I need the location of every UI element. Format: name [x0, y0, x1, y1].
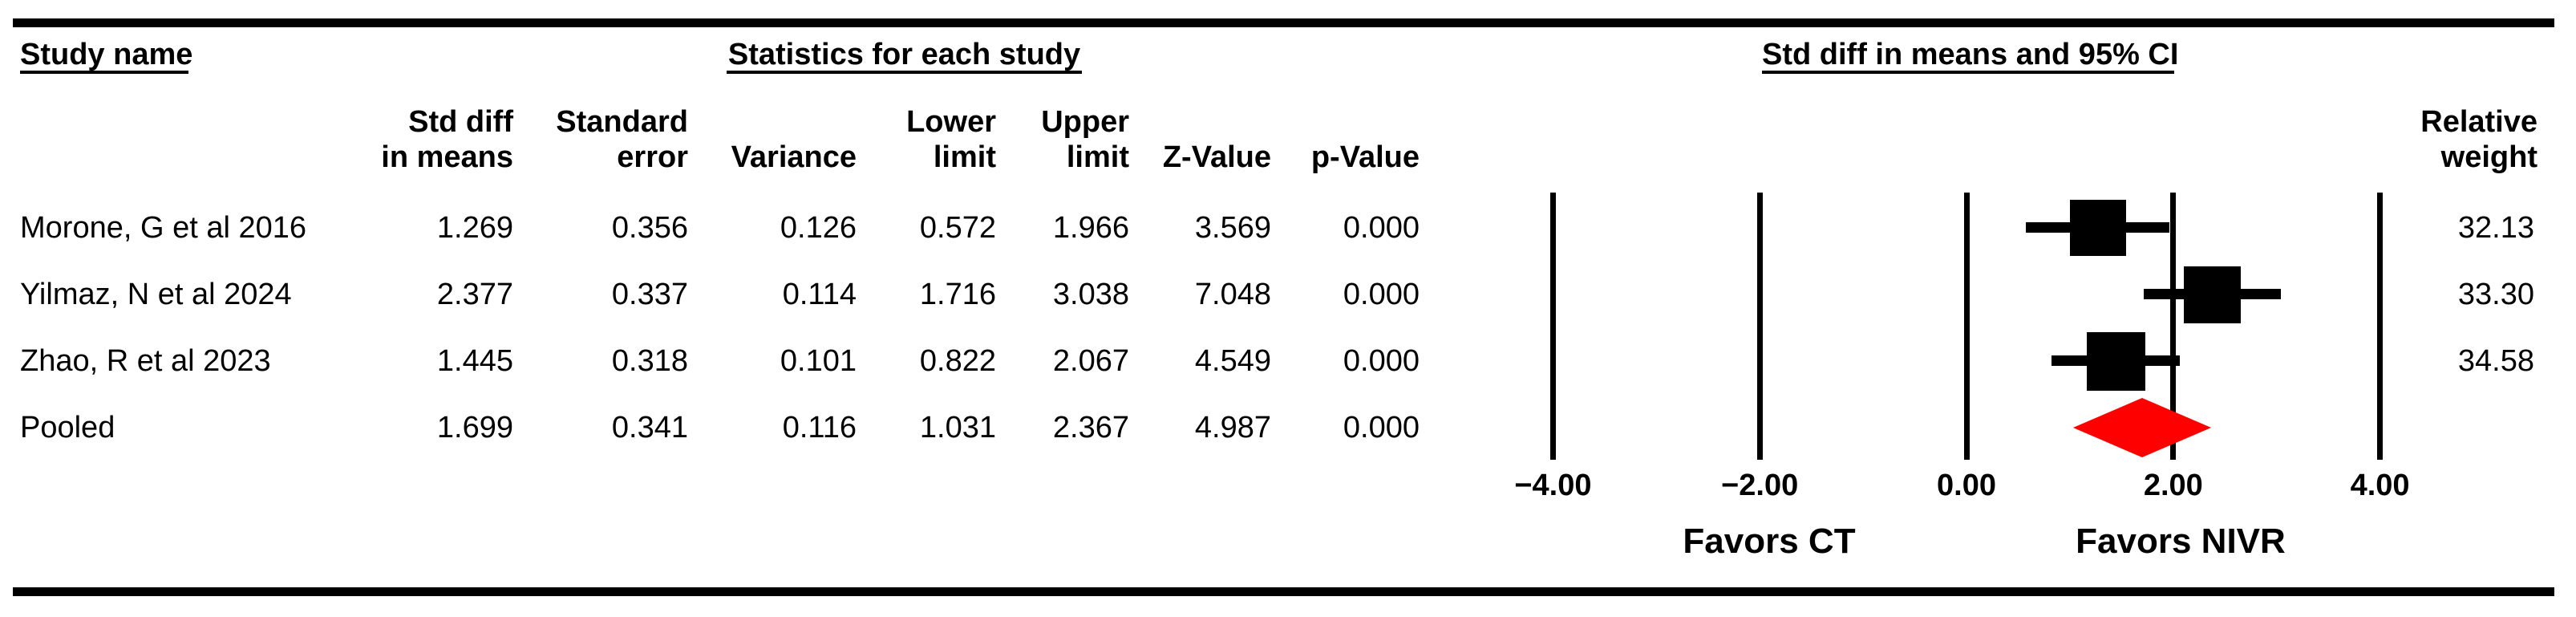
- col-header-lower: Lower limit: [906, 105, 996, 174]
- z-cell: 7.048: [1194, 278, 1271, 311]
- z-cell: 3.569: [1194, 211, 1271, 245]
- std_diff-cell: 1.445: [436, 344, 513, 378]
- lower-cell: 1.716: [919, 278, 996, 311]
- bottom-rule: [13, 587, 2554, 596]
- axis-tick-label: 2.00: [2143, 469, 2203, 502]
- col-header-z: Z-Value: [1162, 140, 1271, 174]
- weight-cell: 33.30: [2457, 278, 2534, 311]
- axis-gridline: [2170, 193, 2177, 460]
- col-header-variance: Variance: [731, 140, 857, 174]
- z-cell: 4.549: [1194, 344, 1271, 378]
- col-header-std-err: Standard error: [556, 105, 688, 174]
- study-name-cell: Zhao, R et al 2023: [20, 344, 271, 378]
- favors-left-label: Favors CT: [1683, 522, 1856, 561]
- axis-tick-label: −4.00: [1514, 469, 1592, 502]
- axis-gridline: [1756, 193, 1763, 460]
- weight-cell: 32.13: [2457, 211, 2534, 245]
- std_diff-cell: 2.377: [436, 278, 513, 311]
- col-header-weight: Relative weight: [2420, 105, 2538, 174]
- variance-cell: 0.114: [782, 278, 857, 311]
- upper-cell: 1.966: [1052, 211, 1129, 245]
- favors-right-label: Favors NIVR: [2076, 522, 2286, 561]
- col-header-p: p-Value: [1310, 140, 1420, 174]
- std_err-cell: 0.356: [611, 211, 688, 245]
- axis-tick-label: −2.00: [1721, 469, 1799, 502]
- variance-cell: 0.101: [780, 344, 857, 378]
- lower-cell: 0.572: [919, 211, 996, 245]
- upper-cell: 3.038: [1052, 278, 1129, 311]
- variance-cell: 0.126: [780, 211, 857, 245]
- p-cell: 0.000: [1343, 211, 1420, 245]
- axis-gridline: [2377, 193, 2384, 460]
- study-point-marker: [2086, 331, 2145, 391]
- weight-cell: 34.58: [2457, 344, 2534, 378]
- p-cell: 0.000: [1343, 344, 1420, 378]
- study-name-underline: [20, 71, 188, 74]
- variance-cell: 0.116: [782, 411, 857, 444]
- axis-gridline: [1549, 193, 1556, 460]
- lower-cell: 0.822: [919, 344, 996, 378]
- axis-gridline: [1963, 193, 1970, 460]
- std_err-cell: 0.318: [611, 344, 688, 378]
- study-point-marker: [2069, 200, 2126, 256]
- ci-underline: [1762, 71, 2174, 74]
- study-name-cell: Morone, G et al 2016: [20, 211, 306, 245]
- ci-group-header: Std diff in means and 95% CI: [1762, 38, 2179, 71]
- p-cell: 0.000: [1343, 411, 1420, 444]
- top-rule: [13, 18, 2554, 27]
- study-name-cell: Pooled: [20, 411, 115, 444]
- z-cell: 4.987: [1194, 411, 1271, 444]
- upper-cell: 2.367: [1052, 411, 1129, 444]
- col-header-upper: Upper limit: [1041, 105, 1129, 174]
- study-point-marker: [2183, 266, 2241, 323]
- study-name-cell: Yilmaz, N et al 2024: [20, 278, 292, 311]
- lower-cell: 1.031: [919, 411, 996, 444]
- upper-cell: 2.067: [1052, 344, 1129, 378]
- std_diff-cell: 1.699: [436, 411, 513, 444]
- std_err-cell: 0.341: [611, 411, 688, 444]
- std_err-cell: 0.337: [611, 278, 688, 311]
- axis-tick-label: 0.00: [1937, 469, 1996, 502]
- col-header-std-diff: Std diff in means: [381, 105, 513, 174]
- statistics-underline: [727, 71, 1082, 74]
- study-name-group-header: Study name: [20, 38, 193, 71]
- p-cell: 0.000: [1343, 278, 1420, 311]
- axis-tick-label: 4.00: [2350, 469, 2410, 502]
- std_diff-cell: 1.269: [436, 211, 513, 245]
- statistics-group-header: Statistics for each study: [727, 38, 1081, 71]
